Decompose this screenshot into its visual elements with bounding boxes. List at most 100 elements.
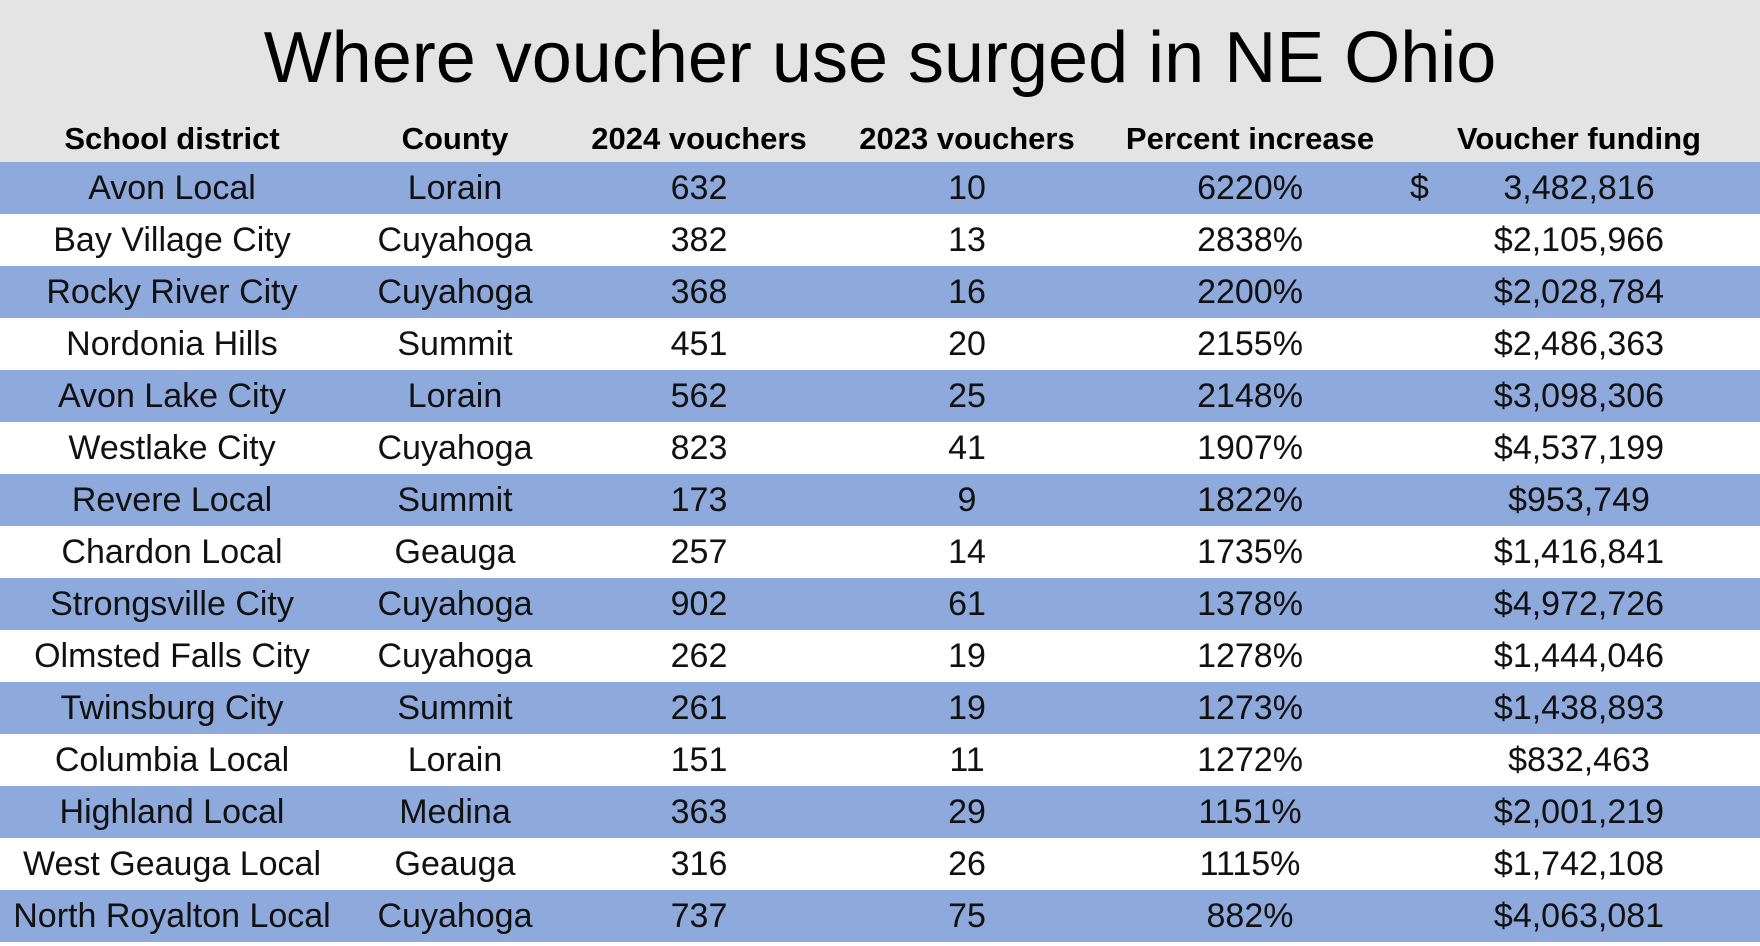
table-row: North Royalton Local Cuyahoga 737 75 882… (0, 890, 1760, 942)
cell-2024-vouchers: 451 (566, 318, 832, 370)
table-row: West Geauga Local Geauga 316 26 1115% $1… (0, 838, 1760, 890)
cell-voucher-funding: $2,028,784 (1398, 266, 1760, 318)
cell-district: Columbia Local (0, 734, 344, 786)
cell-district: Strongsville City (0, 578, 344, 630)
cell-percent-increase: 1822% (1102, 474, 1398, 526)
cell-percent-increase: 1272% (1102, 734, 1398, 786)
cell-county: Cuyahoga (344, 630, 566, 682)
cell-district: Olmsted Falls City (0, 630, 344, 682)
cell-2023-vouchers: 16 (832, 266, 1102, 318)
cell-voucher-funding: $1,444,046 (1398, 630, 1760, 682)
cell-2023-vouchers: 41 (832, 422, 1102, 474)
cell-2023-vouchers: 25 (832, 370, 1102, 422)
header-percent-increase: Percent increase (1125, 121, 1375, 156)
cell-2023-vouchers: 75 (832, 890, 1102, 942)
cell-2024-vouchers: 382 (566, 214, 832, 266)
cell-2024-vouchers: 363 (566, 786, 832, 838)
cell-voucher-funding: $ 3,482,816 (1398, 162, 1760, 214)
voucher-table: School district County 2024 vouchers 202… (0, 116, 1760, 942)
cell-percent-increase: 2838% (1102, 214, 1398, 266)
cell-2024-vouchers: 151 (566, 734, 832, 786)
header-county: County (401, 121, 509, 156)
cell-county: Cuyahoga (344, 890, 566, 942)
cell-2023-vouchers: 26 (832, 838, 1102, 890)
cell-district: Twinsburg City (0, 682, 344, 734)
cell-2023-vouchers: 19 (832, 682, 1102, 734)
cell-voucher-funding: $2,486,363 (1398, 318, 1760, 370)
cell-district: Revere Local (0, 474, 344, 526)
cell-percent-increase: 1115% (1102, 838, 1398, 890)
cell-county: Geauga (344, 838, 566, 890)
cell-district: West Geauga Local (0, 838, 344, 890)
cell-2023-vouchers: 20 (832, 318, 1102, 370)
cell-2024-vouchers: 737 (566, 890, 832, 942)
cell-district: Westlake City (0, 422, 344, 474)
cell-voucher-funding: $4,063,081 (1398, 890, 1760, 942)
cell-2024-vouchers: 173 (566, 474, 832, 526)
cell-district: Rocky River City (0, 266, 344, 318)
cell-district: North Royalton Local (0, 890, 344, 942)
header-voucher-funding: Voucher funding (1457, 121, 1701, 156)
cell-percent-increase: 1907% (1102, 422, 1398, 474)
cell-2024-vouchers: 562 (566, 370, 832, 422)
cell-voucher-funding: $2,105,966 (1398, 214, 1760, 266)
cell-voucher-funding: $1,438,893 (1398, 682, 1760, 734)
header-2023-vouchers: 2023 vouchers (859, 121, 1075, 156)
cell-district: Avon Local (0, 162, 344, 214)
cell-2023-vouchers: 14 (832, 526, 1102, 578)
cell-2024-vouchers: 632 (566, 162, 832, 214)
table-row: Avon Local Lorain 632 10 6220% $ 3,482,8… (0, 162, 1760, 214)
cell-percent-increase: 2148% (1102, 370, 1398, 422)
cell-county: Geauga (344, 526, 566, 578)
cell-2024-vouchers: 368 (566, 266, 832, 318)
cell-county: Cuyahoga (344, 214, 566, 266)
table-row: Chardon Local Geauga 257 14 1735% $1,416… (0, 526, 1760, 578)
cell-county: Summit (344, 682, 566, 734)
cell-county: Cuyahoga (344, 578, 566, 630)
cell-percent-increase: 2155% (1102, 318, 1398, 370)
cell-percent-increase: 6220% (1102, 162, 1398, 214)
cell-county: Summit (344, 474, 566, 526)
table-row: Highland Local Medina 363 29 1151% $2,00… (0, 786, 1760, 838)
cell-2024-vouchers: 262 (566, 630, 832, 682)
cell-county: Lorain (344, 162, 566, 214)
header-row: School district County 2024 vouchers 202… (0, 116, 1760, 162)
cell-2023-vouchers: 19 (832, 630, 1102, 682)
table-row: Nordonia Hills Summit 451 20 2155% $2,48… (0, 318, 1760, 370)
cell-voucher-funding: $3,098,306 (1398, 370, 1760, 422)
cell-2023-vouchers: 11 (832, 734, 1102, 786)
cell-voucher-funding: $1,416,841 (1398, 526, 1760, 578)
cell-percent-increase: 2200% (1102, 266, 1398, 318)
cell-2024-vouchers: 823 (566, 422, 832, 474)
cell-voucher-funding: $1,742,108 (1398, 838, 1760, 890)
cell-percent-increase: 1278% (1102, 630, 1398, 682)
cell-percent-increase: 1273% (1102, 682, 1398, 734)
table-row: Revere Local Summit 173 9 1822% $953,749 (0, 474, 1760, 526)
cell-county: Lorain (344, 734, 566, 786)
cell-2023-vouchers: 10 (832, 162, 1102, 214)
cell-2024-vouchers: 261 (566, 682, 832, 734)
page-title: Where voucher use surged in NE Ohio (263, 18, 1497, 98)
cell-county: Summit (344, 318, 566, 370)
table-row: Westlake City Cuyahoga 823 41 1907% $4,5… (0, 422, 1760, 474)
cell-2023-vouchers: 13 (832, 214, 1102, 266)
cell-county: Cuyahoga (344, 266, 566, 318)
cell-voucher-funding: $4,972,726 (1398, 578, 1760, 630)
title-band (0, 0, 1760, 162)
cell-district: Chardon Local (0, 526, 344, 578)
cell-percent-increase: 1378% (1102, 578, 1398, 630)
cell-county: Medina (344, 786, 566, 838)
cell-2024-vouchers: 316 (566, 838, 832, 890)
cell-2023-vouchers: 61 (832, 578, 1102, 630)
table-row: Twinsburg City Summit 261 19 1273% $1,43… (0, 682, 1760, 734)
table-row: Avon Lake City Lorain 562 25 2148% $3,09… (0, 370, 1760, 422)
cell-district: Highland Local (0, 786, 344, 838)
cell-voucher-funding: $2,001,219 (1398, 786, 1760, 838)
cell-percent-increase: 1151% (1102, 786, 1398, 838)
cell-2024-vouchers: 257 (566, 526, 832, 578)
cell-voucher-funding: $953,749 (1398, 474, 1760, 526)
cell-district: Avon Lake City (0, 370, 344, 422)
cell-district: Bay Village City (0, 214, 344, 266)
table-row: Strongsville City Cuyahoga 902 61 1378% … (0, 578, 1760, 630)
